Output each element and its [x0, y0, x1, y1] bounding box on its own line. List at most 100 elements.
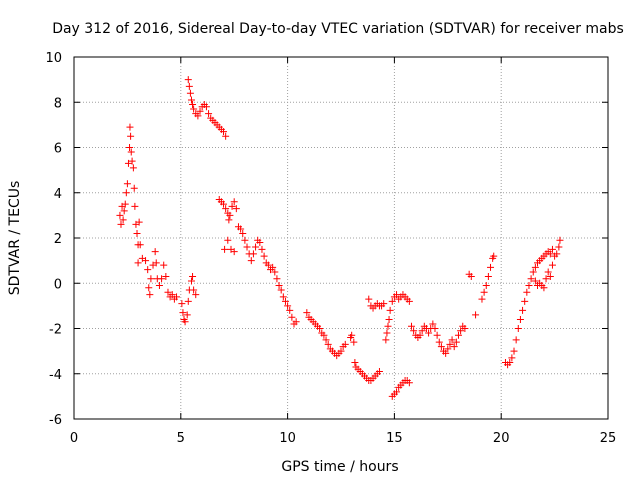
data-point	[418, 327, 426, 335]
data-point	[247, 257, 255, 265]
data-point	[194, 112, 202, 120]
data-point	[544, 268, 552, 276]
data-point	[303, 309, 311, 317]
data-point	[405, 297, 413, 305]
data-point	[202, 103, 210, 111]
data-point	[388, 297, 396, 305]
data-point	[442, 349, 450, 357]
data-point	[128, 157, 136, 165]
data-point	[531, 277, 539, 285]
data-point	[510, 347, 518, 355]
data-point	[127, 148, 135, 156]
plot-frame	[73, 56, 609, 420]
data-point	[226, 211, 234, 219]
data-point	[457, 327, 465, 335]
data-point	[529, 268, 537, 276]
x-tick-label: 25	[600, 431, 617, 446]
data-point	[384, 322, 392, 330]
data-point	[380, 300, 388, 308]
data-point	[450, 343, 458, 351]
y-tick-label: -2	[49, 323, 62, 338]
data-point	[142, 257, 150, 265]
data-point	[221, 245, 229, 253]
data-point	[119, 216, 127, 224]
data-point	[316, 325, 324, 332]
axis-ticks: 0 5 10 15 20 25 -6 -4 -2 0 2 4 6 8 10	[45, 51, 616, 446]
data-point	[382, 336, 390, 344]
data-point	[189, 272, 197, 280]
data-point	[478, 295, 486, 303]
data-point	[275, 282, 283, 290]
data-point	[512, 336, 520, 344]
data-point	[324, 340, 332, 348]
data-point	[181, 318, 189, 326]
data-point	[375, 367, 383, 375]
data-point	[484, 272, 492, 280]
data-point	[548, 245, 556, 253]
data-point	[337, 347, 345, 355]
data-point	[133, 229, 141, 237]
data-point	[190, 105, 198, 113]
data-point	[350, 338, 358, 346]
data-point	[252, 243, 260, 251]
data-point	[322, 336, 330, 344]
data-point	[292, 318, 300, 326]
data-point	[120, 207, 128, 215]
data-point	[433, 331, 441, 339]
data-point	[116, 211, 124, 219]
data-point	[407, 322, 415, 330]
data-point	[222, 205, 230, 213]
data-point	[269, 263, 277, 271]
data-point	[540, 284, 548, 292]
data-point	[155, 282, 163, 290]
data-point	[135, 218, 143, 226]
chart-title: Day 312 of 2016, Sidereal Day-to-day VTE…	[52, 21, 624, 37]
data-point	[222, 132, 230, 140]
data-point	[546, 272, 554, 280]
y-axis-label: SDTVAR / TECUs	[7, 181, 23, 296]
data-point	[264, 261, 272, 269]
data-point	[151, 248, 159, 256]
y-tick-label: 4	[54, 187, 62, 202]
data-point	[425, 329, 433, 337]
data-point	[127, 132, 135, 140]
data-point	[446, 340, 454, 348]
data-point	[461, 325, 469, 332]
data-point	[516, 315, 524, 323]
data-point	[162, 272, 170, 280]
data-point	[183, 311, 191, 319]
data-point	[281, 297, 289, 305]
data-point	[487, 263, 495, 271]
data-point	[429, 320, 437, 328]
x-tick-label: 15	[386, 431, 403, 446]
data-point	[288, 313, 296, 321]
data-point	[521, 297, 529, 305]
data-point	[351, 358, 359, 366]
data-point	[320, 331, 328, 339]
x-tick-label: 0	[70, 431, 78, 446]
data-point	[239, 229, 247, 237]
data-point	[405, 379, 413, 387]
data-point	[508, 354, 516, 362]
x-tick-label: 20	[493, 431, 510, 446]
data-point	[190, 286, 198, 294]
data-point	[145, 284, 153, 292]
data-point	[186, 89, 194, 97]
data-point	[178, 300, 186, 308]
data-point	[228, 202, 236, 210]
data-point	[437, 343, 445, 351]
data-point	[130, 184, 138, 192]
data-point	[189, 101, 197, 109]
data-point	[164, 288, 172, 296]
data-point	[187, 277, 195, 285]
x-tick-label: 5	[177, 431, 185, 446]
y-tick-label: 6	[54, 142, 62, 157]
data-point	[271, 268, 279, 276]
data-point	[205, 110, 213, 118]
x-tick-label: 10	[279, 431, 296, 446]
data-point	[160, 261, 168, 269]
data-point	[185, 82, 193, 90]
data-point	[122, 189, 130, 197]
data-point	[279, 293, 287, 301]
